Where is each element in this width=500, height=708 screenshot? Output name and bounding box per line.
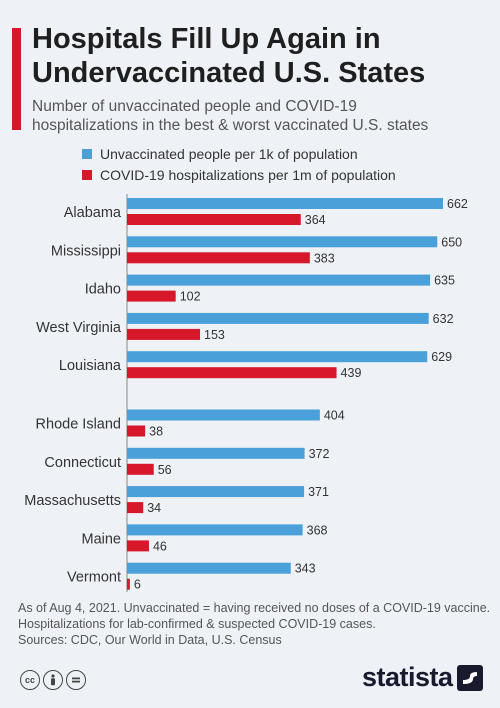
legend-item-hospitalizations: COVID-19 hospitalizations per 1m of popu…	[82, 165, 396, 185]
cc-icon[interactable]: cc	[20, 670, 40, 690]
bar-hospitalizations-west-virginia	[127, 328, 201, 340]
category-label-louisiana: Louisiana	[59, 358, 122, 374]
bar-chart: Alabama 662 364 Mississippi 650 383 Idaho 635 10…	[24, 194, 468, 592]
statista-logo[interactable]: statista	[362, 662, 483, 693]
bar-unvaccinated-mississippi	[127, 236, 438, 248]
bar-hospitalizations-massachusetts	[127, 502, 144, 514]
value-label-unvaccinated-west-virginia: 632	[433, 312, 454, 326]
bar-unvaccinated-idaho	[127, 274, 431, 286]
legend-swatch-unvaccinated	[82, 149, 92, 159]
category-label-mississippi: Mississippi	[51, 243, 121, 259]
bar-unvaccinated-rhode-island	[127, 409, 320, 421]
category-label-massachusetts: Massachusetts	[24, 493, 121, 509]
value-label-hospitalizations-alabama: 364	[305, 213, 326, 227]
category-label-idaho: Idaho	[85, 282, 121, 298]
bar-hospitalizations-maine	[127, 540, 149, 552]
statista-mark-icon	[456, 664, 483, 691]
value-label-hospitalizations-louisiana: 439	[341, 366, 362, 380]
value-label-unvaccinated-idaho: 635	[434, 274, 455, 288]
value-label-unvaccinated-massachusetts: 371	[308, 485, 329, 499]
footer: As of Aug 4, 2021. Unvaccinated = having…	[18, 600, 490, 648]
page-title: Hospitals Fill Up Again in Undervaccinat…	[32, 22, 487, 90]
subtitle: Number of unvaccinated people and COVID-…	[32, 97, 492, 135]
subtitle-line-2: hospitalizations in the best & worst vac…	[32, 117, 429, 134]
value-label-hospitalizations-mississippi: 383	[314, 251, 335, 265]
value-label-hospitalizations-west-virginia: 153	[204, 328, 225, 342]
legend-label-unvaccinated: Unvaccinated people per 1k of population	[100, 146, 358, 162]
bar-unvaccinated-massachusetts	[127, 486, 305, 498]
footnote-line-1: As of Aug 4, 2021. Unvaccinated = having…	[18, 601, 491, 615]
no-derivatives-icon[interactable]	[66, 670, 86, 690]
category-label-vermont: Vermont	[67, 570, 121, 586]
bar-unvaccinated-louisiana	[127, 351, 428, 363]
value-label-hospitalizations-maine: 46	[153, 539, 167, 553]
bar-hospitalizations-louisiana	[127, 367, 337, 379]
value-label-unvaccinated-louisiana: 629	[431, 350, 452, 364]
value-label-unvaccinated-mississippi: 650	[441, 235, 462, 249]
bar-hospitalizations-alabama	[127, 214, 301, 225]
legend-item-unvaccinated: Unvaccinated people per 1k of population	[82, 144, 396, 164]
value-label-hospitalizations-idaho: 102	[180, 290, 201, 304]
category-label-west-virginia: West Virginia	[36, 320, 122, 336]
sources: Sources: CDC, Our World in Data, U.S. Ce…	[18, 633, 282, 647]
legend-swatch-hospitalizations	[82, 170, 92, 180]
value-label-hospitalizations-massachusetts: 34	[147, 501, 161, 515]
bar-unvaccinated-connecticut	[127, 447, 305, 459]
bar-hospitalizations-rhode-island	[127, 425, 146, 437]
footnote-line-2: Hospitalizations for lab-confirmed & sus…	[18, 617, 376, 631]
title-line-2: Undervaccinated U.S. States	[32, 57, 426, 89]
value-label-unvaccinated-maine: 368	[307, 523, 328, 537]
subtitle-line-1: Number of unvaccinated people and COVID-…	[32, 98, 357, 115]
accent-bar	[12, 28, 21, 130]
bar-unvaccinated-alabama	[127, 198, 443, 209]
bar-unvaccinated-vermont	[127, 562, 291, 574]
legend-label-hospitalizations: COVID-19 hospitalizations per 1m of popu…	[100, 167, 396, 183]
bar-unvaccinated-maine	[127, 524, 303, 536]
category-label-maine: Maine	[82, 531, 122, 547]
value-label-hospitalizations-rhode-island: 38	[149, 425, 163, 439]
attribution-icon[interactable]	[43, 670, 63, 690]
brand-name: statista	[362, 662, 453, 692]
value-label-hospitalizations-vermont: 6	[134, 578, 141, 592]
bar-hospitalizations-mississippi	[127, 252, 310, 264]
legend: Unvaccinated people per 1k of population…	[82, 144, 396, 186]
bar-hospitalizations-connecticut	[127, 463, 154, 475]
category-label-rhode-island: Rhode Island	[36, 417, 121, 433]
bar-hospitalizations-vermont	[127, 578, 130, 590]
bar-hospitalizations-idaho	[127, 290, 176, 302]
license-icons[interactable]: cc	[20, 670, 86, 690]
value-label-unvaccinated-rhode-island: 404	[324, 409, 345, 423]
value-label-hospitalizations-connecticut: 56	[158, 463, 172, 477]
category-label-connecticut: Connecticut	[44, 455, 121, 471]
category-label-alabama: Alabama	[64, 205, 122, 221]
value-label-unvaccinated-connecticut: 372	[309, 447, 330, 461]
value-label-unvaccinated-vermont: 343	[295, 562, 316, 576]
bar-unvaccinated-west-virginia	[127, 312, 429, 324]
title-line-1: Hospitals Fill Up Again in	[32, 23, 381, 55]
value-label-unvaccinated-alabama: 662	[447, 197, 468, 211]
